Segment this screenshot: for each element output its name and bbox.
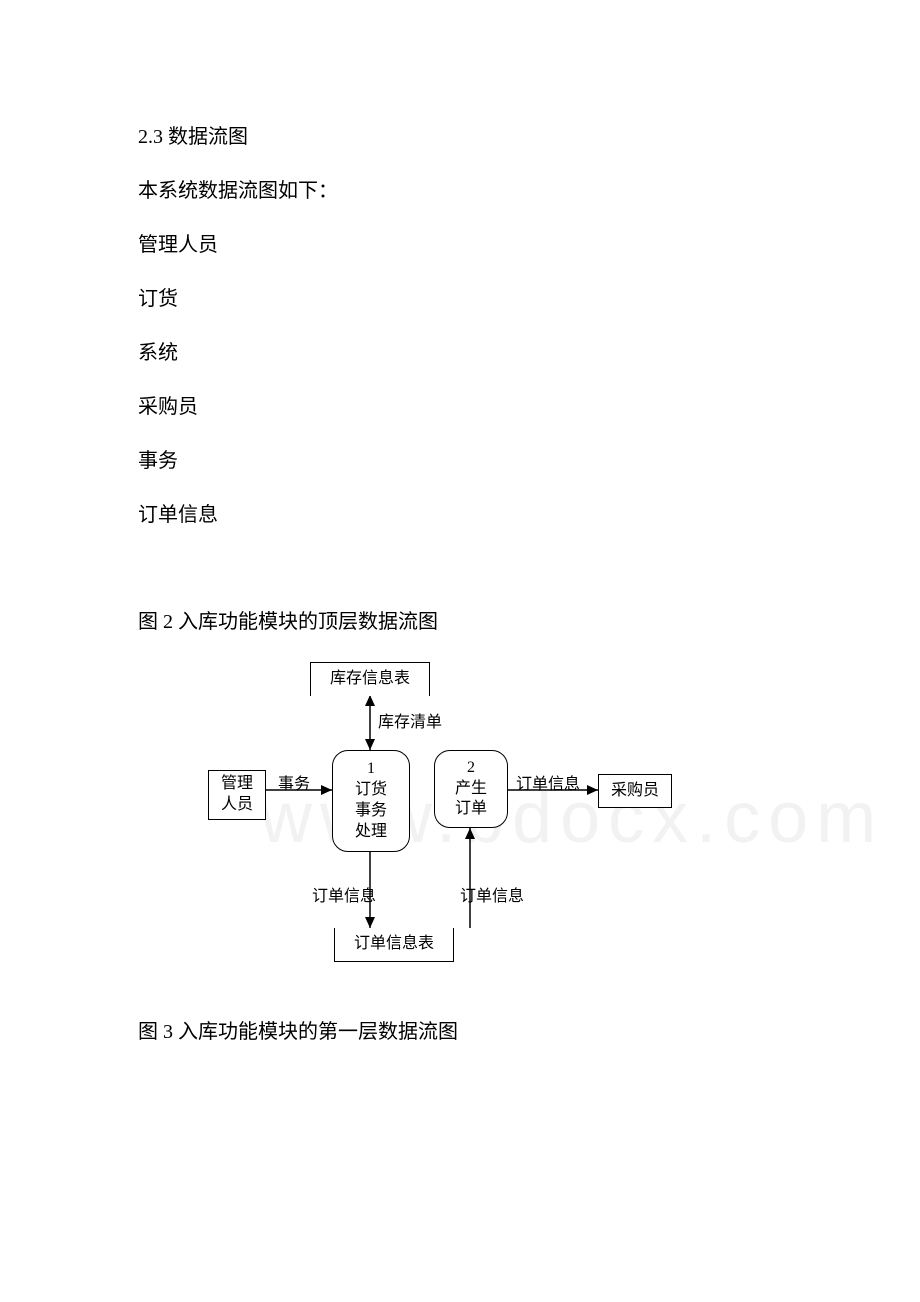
text-line: 本系统数据流图如下： (138, 164, 920, 218)
text-line: 系统 (138, 326, 920, 380)
figure-3-caption: 图 3 入库功能模块的第一层数据流图 (138, 1012, 920, 1052)
node-buyer: 采购员 (598, 774, 672, 808)
text-line: 2.3 数据流图 (138, 110, 920, 164)
text-line: 事务 (138, 434, 920, 488)
edge-label: 库存清单 (378, 708, 442, 732)
edge-label: 订单信息 (312, 882, 376, 906)
node-bottom_store: 订单信息表 (334, 928, 454, 962)
node-top_store: 库存信息表 (310, 662, 430, 696)
figure-2-caption: 图 2 入库功能模块的顶层数据流图 (138, 602, 920, 642)
node-process2: 2产生订单 (434, 750, 508, 828)
node-process1: 1订货事务处理 (332, 750, 410, 852)
edge-label: 订单信息 (516, 770, 580, 794)
edge-label: 事务 (278, 770, 310, 794)
intro-text-block: 2.3 数据流图 本系统数据流图如下： 管理人员 订货 系统 采购员 事务 订单… (138, 110, 920, 542)
node-manager: 管理人员 (208, 770, 266, 820)
edge-label: 订单信息 (460, 882, 524, 906)
text-line: 订单信息 (138, 488, 920, 542)
data-flow-diagram: www.bdocx.com 库存信息表管理人员1订货事务处理2产生订单采购员订单… (0, 652, 920, 972)
text-line: 订货 (138, 272, 920, 326)
text-line: 采购员 (138, 380, 920, 434)
text-line: 管理人员 (138, 218, 920, 272)
